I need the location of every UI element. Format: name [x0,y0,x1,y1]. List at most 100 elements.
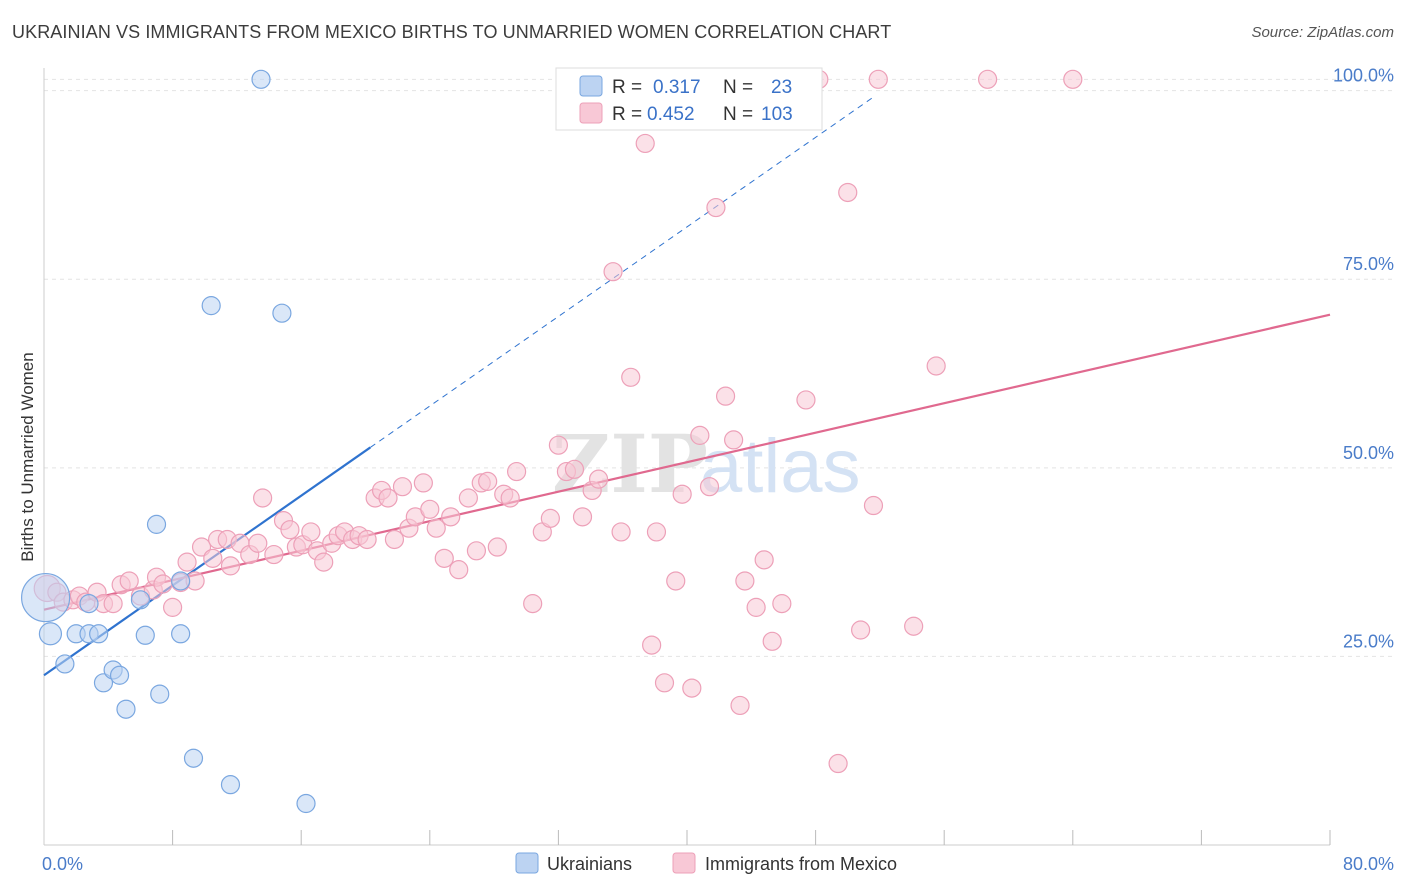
point-ukrainians [201,296,221,316]
point-ukrainians [220,775,241,795]
point-mexico [500,488,520,508]
point-mexico [868,69,888,89]
point-mexico [540,508,560,528]
point-mexico [301,522,321,542]
point-mexico [314,552,334,572]
point-ukrainians [146,514,167,534]
point-mexico [611,522,631,542]
point-mexico [926,356,946,376]
legend-r-label-mexico: R = [612,104,642,125]
point-ukrainians [272,303,292,323]
x-tick-label: 0.0% [42,854,83,874]
x-ticks: 0.0% 80.0% [42,830,1394,874]
point-mexico [392,477,413,497]
point-mexico [103,594,123,614]
series-legend-label-mexico: Immigrants from Mexico [705,854,897,874]
point-mexico [572,507,593,527]
point-mexico [715,386,736,406]
point-mexico [119,571,139,591]
point-mexico [904,616,924,636]
point-mexico [458,488,478,508]
legend-n-label-mexico: N = [723,104,753,125]
series-legend: Ukrainians Immigrants from Mexico [515,852,897,874]
point-ukrainians [130,590,151,610]
point-mexico [420,499,440,519]
point-mexico [264,544,284,565]
point-ukrainians [55,654,75,674]
point-mexico [441,507,461,527]
series-legend-swatch-mexico [672,852,696,874]
point-mexico [828,753,848,774]
trend-line-extension-0 [370,97,873,448]
legend: R = 0.317 N = 23 R = 0.452 N = 103 [555,67,823,131]
y-tick-label: 100.0% [1333,66,1394,86]
legend-n-value-mexico: 103 [761,104,793,125]
point-mexico [487,537,507,557]
point-mexico [838,182,858,203]
point-mexico [434,548,454,568]
point-mexico [153,574,173,594]
y-tick-label: 50.0% [1343,443,1394,463]
source-label: Source: ZipAtlas.com [1251,24,1394,41]
point-mexico [378,488,398,508]
point-mexico [654,673,675,693]
point-mexico [384,529,405,550]
point-ukrainians [38,622,63,646]
point-mexico [851,620,871,640]
point-mexico [280,520,300,540]
point-mexico [523,594,543,614]
point-mexico [621,367,641,387]
point-mexico [682,678,702,698]
point-mexico [635,133,655,154]
point-mexico [699,477,720,497]
point-mexico [772,594,792,614]
point-ukrainians [251,69,271,89]
point-mexico [735,571,755,591]
point-mexico [203,548,223,568]
point-mexico [466,541,487,561]
y-tick-labels: 25.0% 50.0% 75.0% 100.0% [1333,66,1394,652]
point-mexico [177,552,197,572]
point-mexico [666,571,686,591]
legend-r-value-ukrainians: 0.317 [653,77,701,98]
point-mexico [1063,69,1083,89]
point-mexico [220,556,241,576]
point-mexico [588,469,609,489]
series-legend-label-ukrainians: Ukrainians [547,854,632,874]
point-mexico [449,560,469,580]
point-ukrainians [171,624,191,644]
point-ukrainians [150,684,170,704]
point-mexico [548,435,569,455]
legend-r-value-mexico: 0.452 [647,104,695,125]
point-mexico [762,631,782,651]
point-ukrainians [89,624,109,644]
point-mexico [978,69,998,89]
point-mexico [646,522,667,542]
point-mexico [796,390,816,410]
point-mexico [690,425,710,445]
trend-lines [43,97,1331,677]
legend-swatch-mexico [579,102,603,124]
series-legend-swatch-ukrainians [515,852,539,874]
y-tick-label: 25.0% [1343,631,1394,651]
watermark-atlas: atlas [700,424,861,509]
point-mexico [507,461,527,482]
point-mexico [564,459,585,479]
point-mexico [863,495,884,516]
legend-n-label-ukrainians: N = [723,77,753,98]
scatter-points [21,69,1083,814]
point-ukrainians [183,748,204,768]
point-mexico [478,471,498,491]
point-ukrainians [109,665,130,685]
point-mexico [253,488,273,508]
legend-swatch-ukrainians [579,75,603,97]
point-mexico [706,197,726,218]
point-mexico [426,518,446,538]
point-mexico [413,473,433,493]
point-ukrainians [79,594,99,614]
point-mexico [248,533,268,553]
y-tick-label: 75.0% [1343,254,1394,274]
legend-r-label-ukrainians: R = [612,77,642,98]
point-mexico [746,597,766,617]
